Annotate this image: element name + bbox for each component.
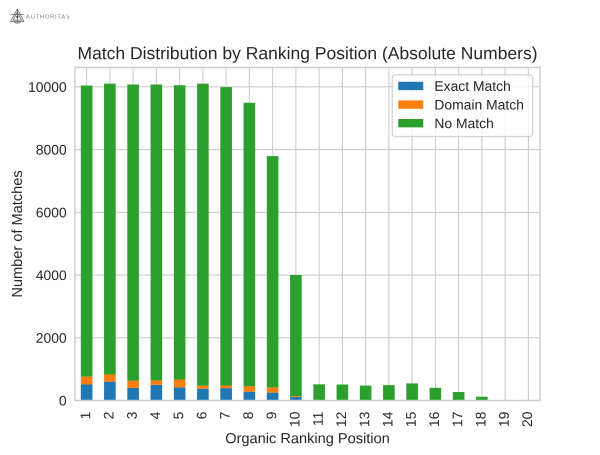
svg-text:AUTHORITAS: AUTHORITAS bbox=[26, 15, 70, 21]
